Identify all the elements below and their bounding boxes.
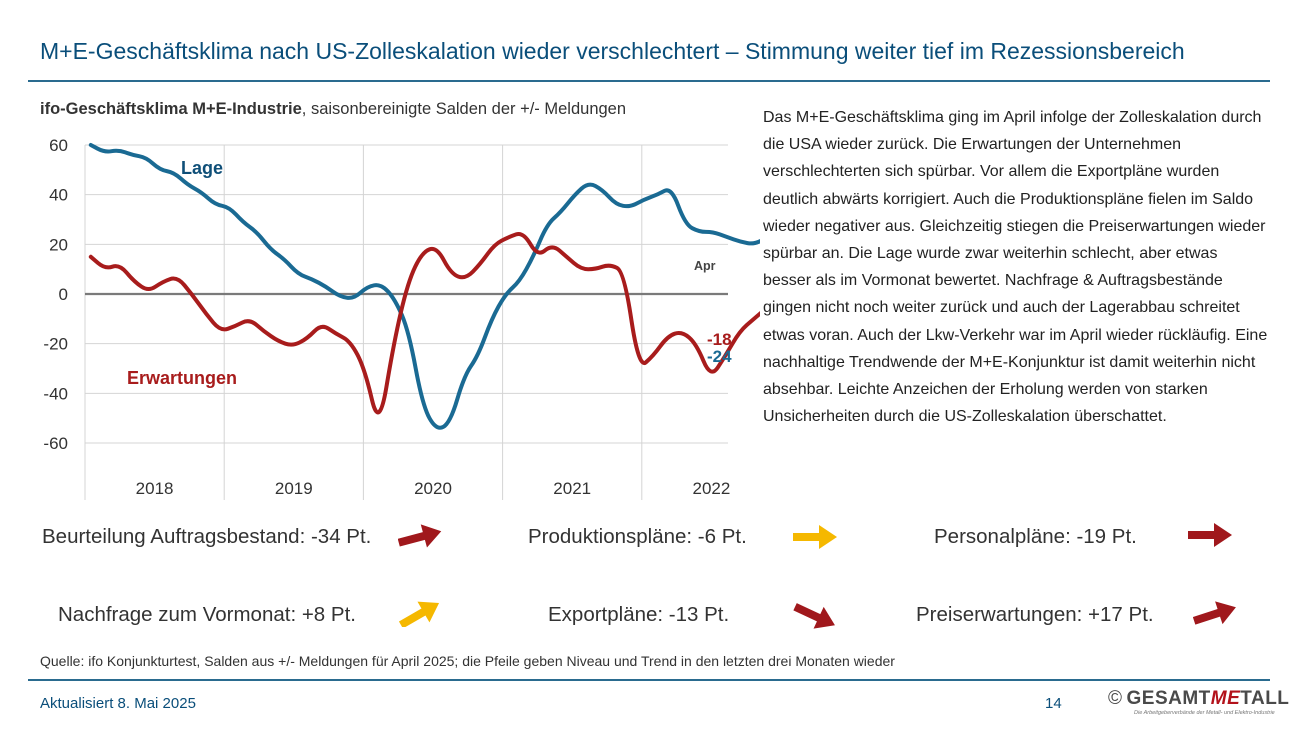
chart-title-bold: ifo-Geschäftsklima M+E-Industrie: [40, 100, 302, 118]
chart-grid: [84, 144, 728, 500]
title-rule: [28, 80, 1270, 82]
logo-wordmark: © GESAMTMETALL: [1108, 688, 1290, 709]
gesamtmetall-logo: © GESAMTMETALL Die Arbeitgeberverbände de…: [1108, 688, 1289, 724]
y-tick-label: -60: [43, 434, 68, 453]
indicator-exportplaene: Exportpläne: -13 Pt.: [548, 603, 730, 626]
x-tick-label: 2018: [136, 479, 174, 498]
chart-title: ifo-Geschäftsklima M+E-Industrie, saison…: [40, 100, 626, 119]
logo-tagline: Die Arbeitgeberverbände der Metall- und …: [1134, 710, 1275, 716]
y-tick-label: 60: [49, 136, 68, 155]
indicator-personalplaene: Personalpläne: -19 Pt.: [934, 525, 1137, 548]
commentary-text: Das M+E-Geschäftsklima ging im April inf…: [763, 109, 1268, 426]
y-tick-label: 40: [49, 186, 68, 205]
slide-title: M+E-Geschäftsklima nach US-Zolleskalatio…: [40, 38, 1185, 64]
arrow-exportplaene-icon: [793, 603, 835, 629]
series-label-erwartungen: Erwartungen: [127, 368, 237, 388]
x-tick-label: 2021: [553, 479, 591, 498]
arrow-produktionsplaene-icon: [793, 525, 837, 549]
arrow-personalplaene-icon: [1188, 523, 1232, 547]
y-tick-label: 0: [59, 285, 68, 304]
indicator-auftragsbestand: Beurteilung Auftragsbestand: -34 Pt.: [42, 525, 372, 548]
indicator-nachfrage: Nachfrage zum Vormonat: +8 Pt.: [58, 603, 356, 626]
y-tick-label: -20: [43, 335, 68, 354]
series-line-lage: [88, 143, 760, 430]
indicator-produktionsplaene: Produktionspläne: -6 Pt.: [528, 525, 747, 548]
arrow-preiserwartungen-icon: [1193, 601, 1236, 625]
line-chart: 6040200-20-40-60201820192020202120222023…: [43, 136, 760, 500]
chart-series-layer: [88, 143, 760, 430]
y-tick-label: -40: [43, 384, 68, 403]
series-label-lage: Lage: [181, 158, 223, 178]
end-marker-label: Apr: [694, 259, 716, 273]
chart-title-rest: , saisonbereinigte Salden der +/- Meldun…: [301, 100, 627, 118]
updated-date: Aktualisiert 8. Mai 2025: [40, 695, 196, 712]
arrow-nachfrage-icon: [398, 601, 440, 627]
series-line-erwartungen: [88, 232, 760, 415]
footer-rule: [28, 679, 1270, 681]
x-tick-label: 2020: [414, 479, 452, 498]
end-value-lage: -24: [707, 347, 732, 366]
source-note: Quelle: ifo Konjunkturtest, Salden aus +…: [40, 653, 895, 669]
x-tick-label: 2022: [692, 479, 730, 498]
arrow-auftragsbestand-icon: [398, 524, 442, 548]
x-tick-label: 2019: [275, 479, 313, 498]
y-tick-label: 20: [49, 235, 68, 254]
chart-labels: 6040200-20-40-60201820192020202120222023…: [43, 136, 732, 498]
indicator-preiserwartungen: Preiserwartungen: +17 Pt.: [916, 603, 1154, 626]
end-value-erwartungen: -18: [707, 330, 732, 349]
page-number: 14: [1045, 695, 1062, 712]
